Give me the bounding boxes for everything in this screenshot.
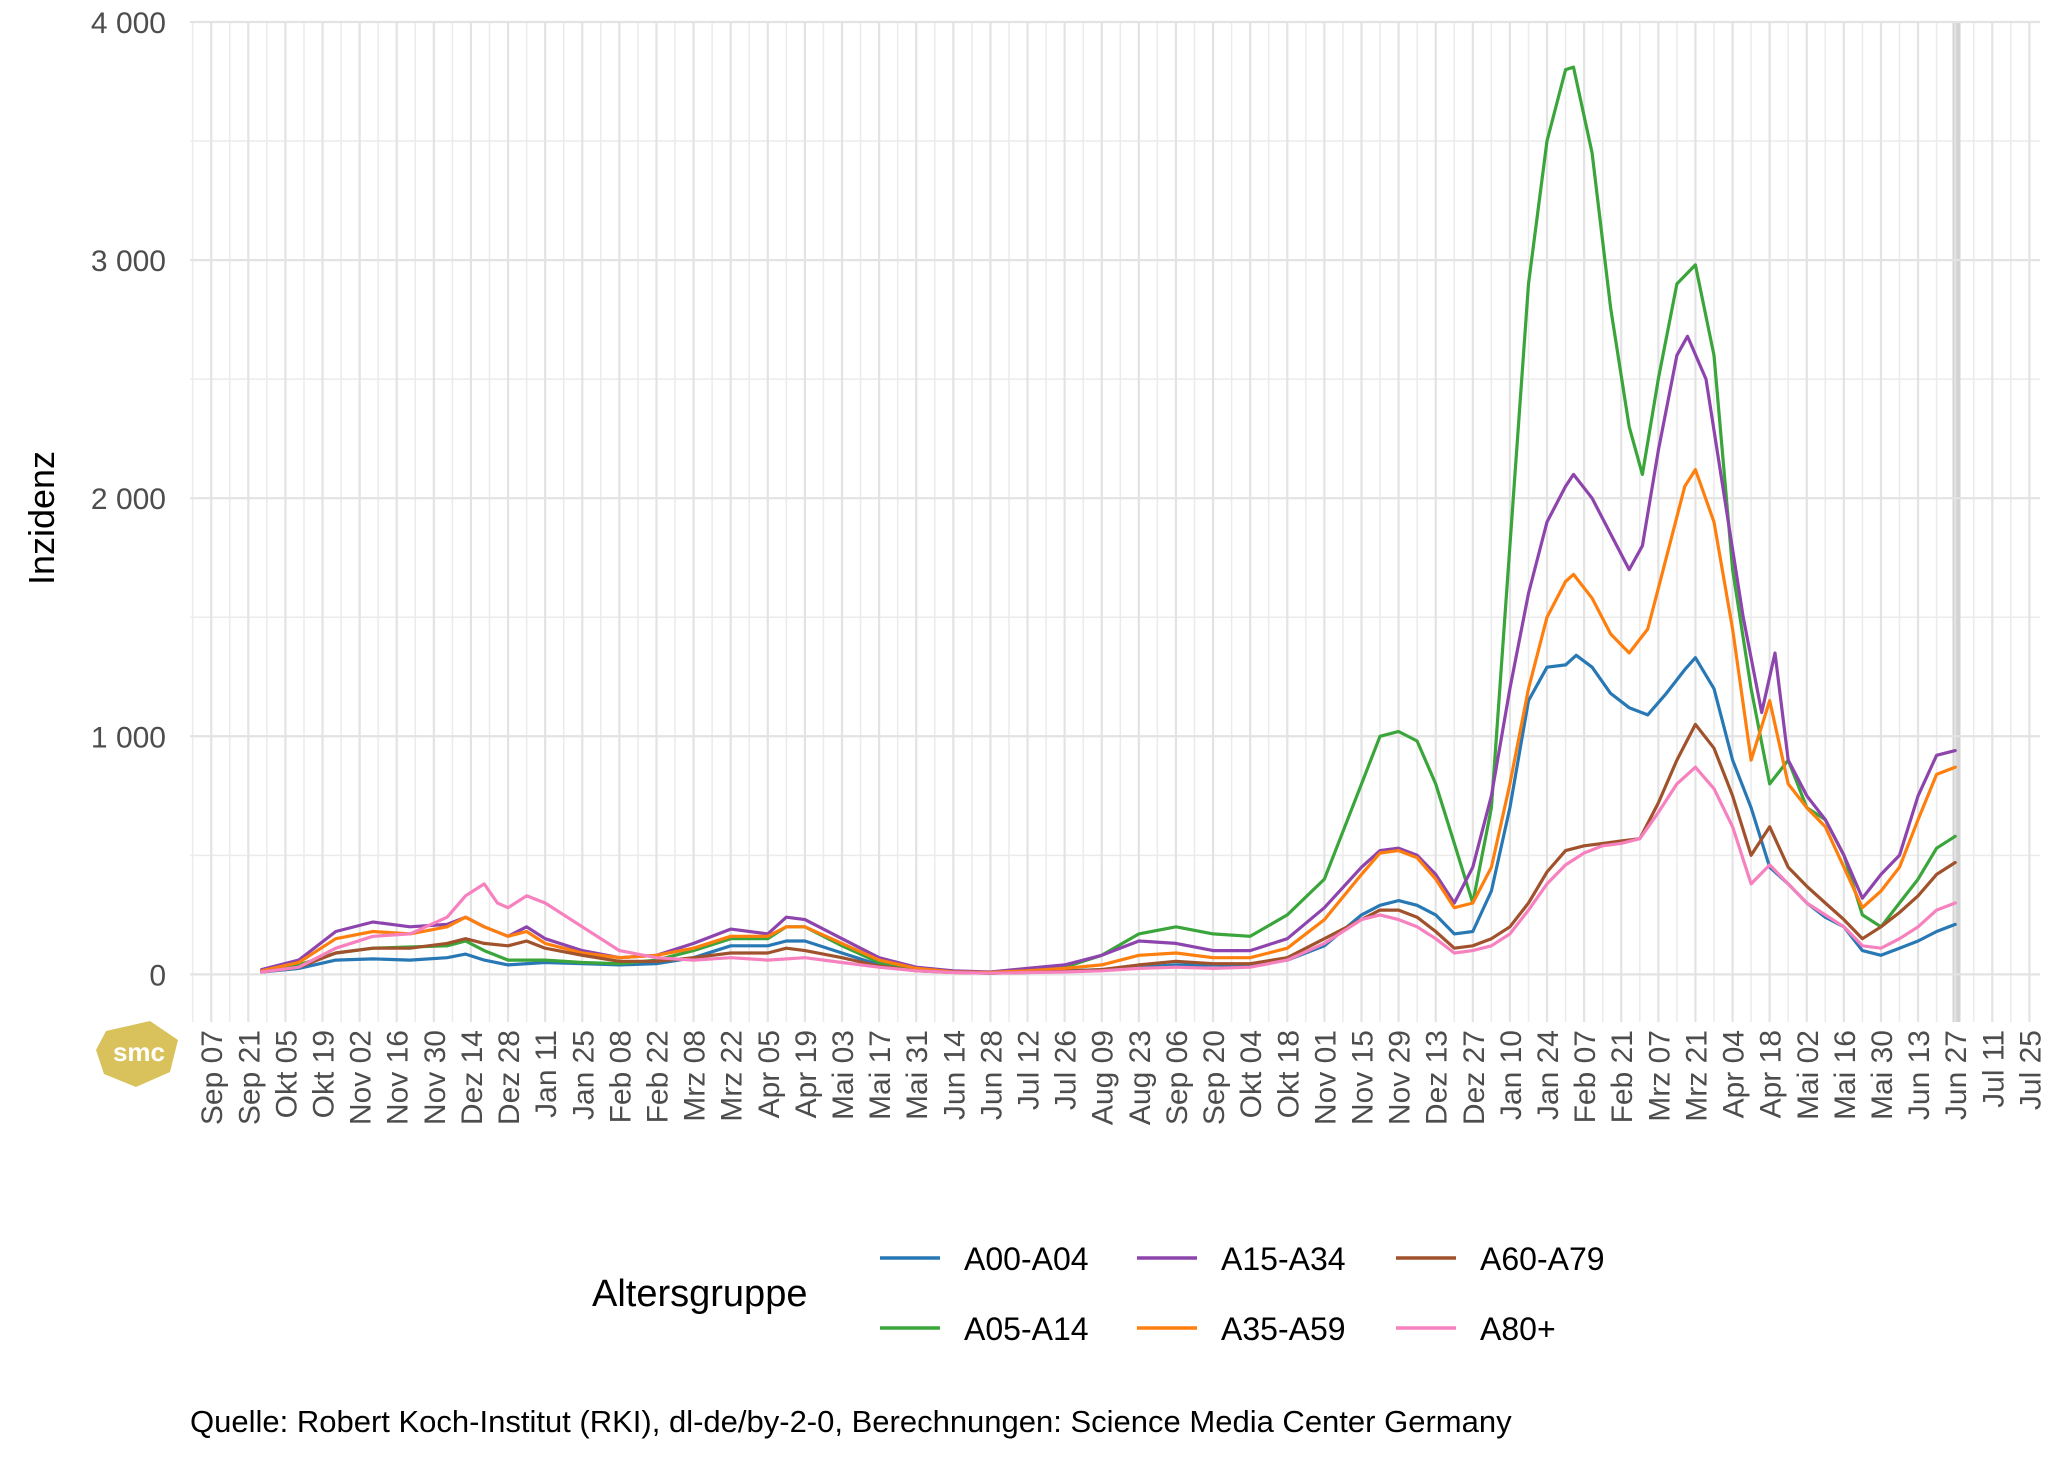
- x-tick-label: Okt 18: [1272, 1030, 1305, 1118]
- x-tick-label: Jul 26: [1050, 1030, 1083, 1110]
- legend-label-a60-a79: A60-A79: [1480, 1241, 1605, 1277]
- x-tick-label: Apr 05: [753, 1030, 786, 1118]
- x-tick-label: Mrz 07: [1643, 1030, 1676, 1122]
- x-tick-label: Nov 01: [1309, 1030, 1342, 1125]
- legend-label-a00-a04: A00-A04: [964, 1241, 1089, 1277]
- x-tick-label: Jun 14: [938, 1030, 971, 1120]
- x-tick-label: Jul 12: [1013, 1030, 1046, 1110]
- y-tick-label: 4 000: [91, 7, 166, 40]
- x-tick-label: Apr 04: [1718, 1030, 1751, 1118]
- x-tick-label: Nov 16: [382, 1030, 415, 1125]
- x-tick-label: Nov 29: [1384, 1030, 1417, 1125]
- source-caption: Quelle: Robert Koch-Institut (RKI), dl-d…: [190, 1404, 1512, 1439]
- x-tick-label: Nov 02: [345, 1030, 378, 1125]
- x-tick-label: Okt 04: [1235, 1030, 1268, 1118]
- x-tick-label: Mrz 21: [1680, 1030, 1713, 1122]
- highlight-band-rect: [1952, 22, 1961, 1022]
- x-tick-label: Jan 24: [1532, 1030, 1565, 1120]
- x-tick-label: Dez 28: [493, 1030, 526, 1125]
- legend-title: Altersgruppe: [592, 1273, 807, 1315]
- x-tick-label: Dez 27: [1458, 1030, 1491, 1125]
- x-tick-label: Aug 23: [1124, 1030, 1157, 1125]
- x-tick-label: Mai 30: [1866, 1030, 1899, 1120]
- x-tick-label: Mai 02: [1792, 1030, 1825, 1120]
- x-tick-label: Sep 07: [196, 1030, 229, 1125]
- x-tick-label: Nov 30: [419, 1030, 452, 1125]
- x-tick-label: Mrz 22: [716, 1030, 749, 1122]
- x-tick-label: Jan 10: [1495, 1030, 1528, 1120]
- x-tick-label: Feb 08: [604, 1030, 637, 1123]
- x-tick-label: Feb 21: [1606, 1030, 1639, 1123]
- x-tick-label: Jul 11: [1977, 1030, 2010, 1108]
- legend-label-a35-a59: A35-A59: [1221, 1311, 1346, 1347]
- logo-badge-shape: [96, 1021, 178, 1087]
- x-tick-label: Nov 15: [1347, 1030, 1380, 1125]
- smc-logo: smc: [96, 1021, 178, 1087]
- y-tick-label: 2 000: [91, 483, 166, 516]
- x-tick-label: Jun 27: [1940, 1030, 1973, 1120]
- y-axis-title: Inzidenz: [21, 451, 62, 585]
- series-line-a15-a34: [260, 334, 1957, 974]
- x-tick-label: Okt 19: [308, 1030, 341, 1118]
- x-tick-label: Mrz 08: [679, 1030, 712, 1122]
- x-tick-label: Mai 31: [901, 1030, 934, 1120]
- x-tick-label: Jan 25: [567, 1030, 600, 1120]
- legend: Altersgruppe A00-A04 A05-A14 A15-A34 A35-A5…: [592, 1241, 1605, 1347]
- x-tick-label: Dez 13: [1421, 1030, 1454, 1125]
- series-line-a35-a59: [260, 468, 1957, 975]
- series-line-a80+: [260, 765, 1957, 975]
- x-tick-label: Jul 25: [2014, 1030, 2047, 1110]
- y-tick-label: 3 000: [91, 245, 166, 278]
- x-axis-ticks: Sep 07 Sep 21 Okt 05 Okt 19 Nov 02 Nov 16 Nov …: [196, 1030, 2047, 1125]
- series-line-a60-a79: [260, 722, 1957, 975]
- x-tick-label: Apr 18: [1755, 1030, 1788, 1118]
- x-tick-label: Apr 19: [790, 1030, 823, 1118]
- x-tick-label: Okt 05: [270, 1030, 303, 1118]
- legend-label-a80+: A80+: [1480, 1311, 1556, 1347]
- x-tick-label: Sep 20: [1198, 1030, 1231, 1125]
- y-tick-label: 0: [149, 959, 166, 992]
- legend-label-a15-a34: A15-A34: [1221, 1241, 1346, 1277]
- logo-text: smc: [113, 1037, 165, 1067]
- series-lines: [260, 65, 1957, 975]
- x-tick-label: Sep 21: [233, 1030, 266, 1125]
- y-axis-ticks: 0 1 000 2 000 3 000 4 000: [91, 7, 166, 992]
- x-tick-label: Dez 14: [456, 1030, 489, 1125]
- x-tick-label: Mai 17: [864, 1030, 897, 1120]
- x-tick-label: Mai 16: [1829, 1030, 1862, 1120]
- x-tick-label: Jun 13: [1903, 1030, 1936, 1120]
- x-tick-label: Feb 22: [642, 1030, 675, 1123]
- x-tick-label: Sep 06: [1161, 1030, 1194, 1125]
- x-tick-label: Aug 09: [1087, 1030, 1120, 1125]
- legend-label-a05-a14: A05-A14: [964, 1311, 1089, 1347]
- x-tick-label: Feb 07: [1569, 1030, 1602, 1123]
- y-tick-label: 1 000: [91, 721, 166, 754]
- series-line-a05-a14: [260, 65, 1957, 975]
- highlight-band: [1952, 22, 1961, 1022]
- x-tick-label: Jun 28: [975, 1030, 1008, 1120]
- x-tick-label: Mai 03: [827, 1030, 860, 1120]
- x-tick-label: Jan 11: [530, 1030, 563, 1118]
